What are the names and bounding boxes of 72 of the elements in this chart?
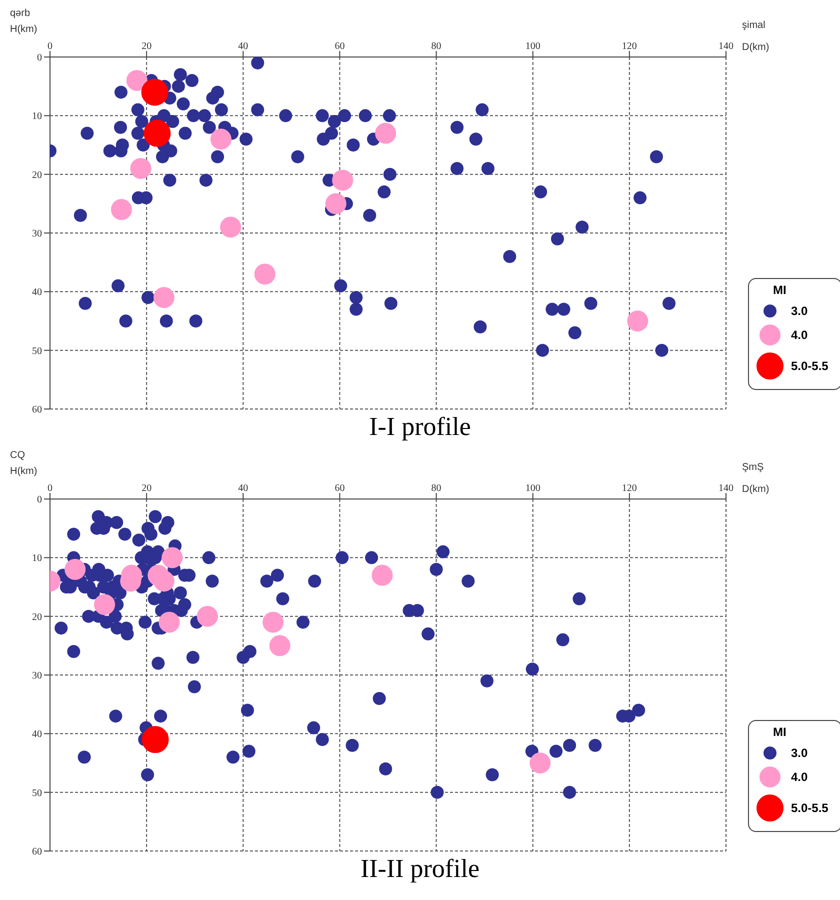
point bbox=[332, 170, 354, 191]
y-tick-label: 0 bbox=[37, 494, 42, 506]
point bbox=[142, 726, 169, 754]
point bbox=[141, 78, 168, 106]
point bbox=[64, 558, 86, 580]
point bbox=[627, 310, 648, 332]
point bbox=[254, 264, 276, 285]
y-tick-label: 60 bbox=[32, 846, 42, 858]
y-tick-label: 10 bbox=[32, 111, 42, 122]
point bbox=[210, 128, 232, 150]
y-tick-label: 0 bbox=[37, 52, 42, 64]
text: I-I profile bbox=[369, 412, 471, 441]
y-axis-title: H(km) bbox=[10, 24, 38, 35]
point bbox=[153, 287, 174, 308]
legend-label: 5.0-5.5 bbox=[791, 359, 828, 373]
y-tick-label: 20 bbox=[32, 170, 42, 181]
point bbox=[530, 752, 551, 774]
y-axis-title: H(km) bbox=[10, 466, 38, 477]
x-tick-label: 20 bbox=[142, 483, 152, 494]
point bbox=[262, 612, 284, 633]
x-tick-label: 100 bbox=[525, 41, 540, 52]
point bbox=[375, 122, 396, 144]
x-axis-title: D(km) bbox=[742, 42, 770, 53]
y-tick-label: 40 bbox=[32, 729, 42, 740]
text: ŞmŞ bbox=[742, 462, 764, 473]
y-tick-label: 50 bbox=[32, 788, 42, 799]
y-tick-label: 30 bbox=[32, 228, 42, 240]
x-tick-label: 140 bbox=[718, 483, 734, 494]
x-tick-label: 20 bbox=[142, 41, 152, 52]
legend-label: 5.0-5.5 bbox=[791, 801, 828, 815]
text: II-II profile bbox=[360, 854, 480, 883]
x-axis-title: D(km) bbox=[742, 484, 770, 495]
x-tick-label: 0 bbox=[48, 483, 52, 494]
point bbox=[325, 193, 346, 214]
x-tick-label: 0 bbox=[48, 41, 52, 52]
point bbox=[372, 564, 393, 586]
x-tick-label: 80 bbox=[431, 41, 442, 52]
point bbox=[94, 594, 116, 616]
x-tick-label: 60 bbox=[334, 41, 345, 52]
x-tick-label: 120 bbox=[622, 41, 637, 52]
point bbox=[269, 635, 290, 656]
legend-title: MI bbox=[773, 725, 788, 739]
legend-title: MI bbox=[773, 283, 788, 297]
x-tick-label: 80 bbox=[431, 483, 442, 494]
point bbox=[126, 70, 148, 91]
point bbox=[110, 199, 132, 220]
y-tick-label: 50 bbox=[32, 346, 42, 357]
text: şimal bbox=[742, 20, 766, 31]
y-tick-label: 20 bbox=[32, 612, 42, 623]
y-tick-label: 40 bbox=[32, 287, 42, 298]
x-tick-label: 100 bbox=[525, 483, 540, 494]
point bbox=[130, 158, 152, 179]
text: qərb bbox=[10, 8, 30, 19]
point bbox=[220, 216, 242, 238]
y-tick-label: 10 bbox=[32, 553, 42, 564]
legend-label: 3.0 bbox=[791, 304, 808, 318]
x-tick-label: 40 bbox=[238, 483, 248, 494]
point bbox=[153, 570, 174, 592]
y-tick-label: 30 bbox=[32, 670, 42, 682]
legend-label: 4.0 bbox=[791, 328, 808, 342]
text: CQ bbox=[10, 450, 25, 461]
point bbox=[196, 606, 218, 627]
x-tick-label: 40 bbox=[238, 41, 248, 52]
point bbox=[162, 547, 183, 568]
y-tick-label: 60 bbox=[32, 404, 42, 416]
x-tick-label: 140 bbox=[718, 41, 734, 52]
point bbox=[144, 120, 171, 147]
point bbox=[158, 612, 180, 633]
legend-label: 3.0 bbox=[791, 746, 808, 760]
x-tick-label: 120 bbox=[622, 483, 637, 494]
legend-label: 4.0 bbox=[791, 770, 808, 784]
x-tick-label: 60 bbox=[334, 483, 345, 494]
